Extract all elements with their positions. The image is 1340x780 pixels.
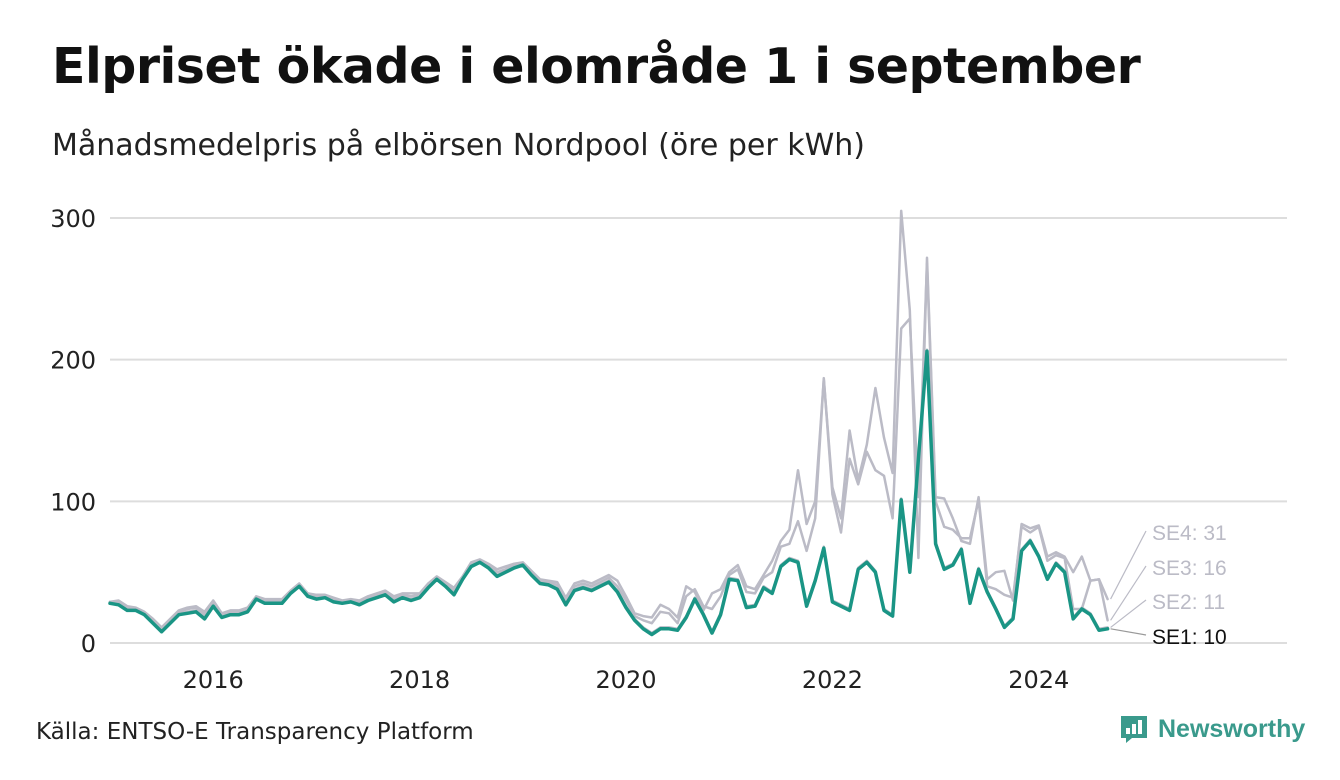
chart-subtitle: Månadsmedelpris på elbörsen Nordpool (ör… [52,128,865,163]
x-axis-labels: 2016 2018 2020 2022 2024 [183,666,1070,694]
y-tick-label: 300 [50,205,96,233]
series-label-se2: SE2: 11 [1152,591,1225,614]
brand-name: Newsworthy [1158,714,1306,743]
y-tick-label: 0 [81,630,96,658]
series-line-se1 [108,349,1110,637]
series-line-se2 [108,348,1109,635]
gridlines [110,217,1287,644]
newsworthy-logo-icon [1121,716,1147,743]
series-line-se4 [108,209,1109,629]
x-tick-label: 2018 [389,666,450,694]
series-line-se3 [108,262,1109,631]
y-tick-label: 200 [50,347,96,375]
label-leader-se1 [1110,628,1147,636]
x-tick-label: 2024 [1008,666,1069,694]
x-tick-label: 2016 [183,666,244,694]
y-axis-labels: 0 100 200 300 [50,205,96,658]
series-label-se4: SE4: 31 [1152,522,1227,545]
chart-title: Elpriset ökade i elområde 1 i september [52,38,1141,95]
series-label-se3: SE3: 16 [1152,557,1227,580]
label-leader-se3 [1110,565,1147,621]
label-leader-se4 [1110,530,1147,600]
y-tick-label: 100 [50,488,96,516]
x-tick-label: 2022 [802,666,863,694]
source-note: Källa: ENTSO-E Transparency Platform [36,719,474,745]
brand-logo: Newsworthy [1118,713,1305,745]
x-tick-label: 2020 [595,666,656,694]
series-end-labels: SE1: 10 SE2: 11 SE3: 16 SE4: 31 [1110,522,1227,649]
label-leader-se2 [1110,599,1147,628]
series-label-se1: SE1: 10 [1152,626,1227,649]
series-lines [108,209,1110,637]
